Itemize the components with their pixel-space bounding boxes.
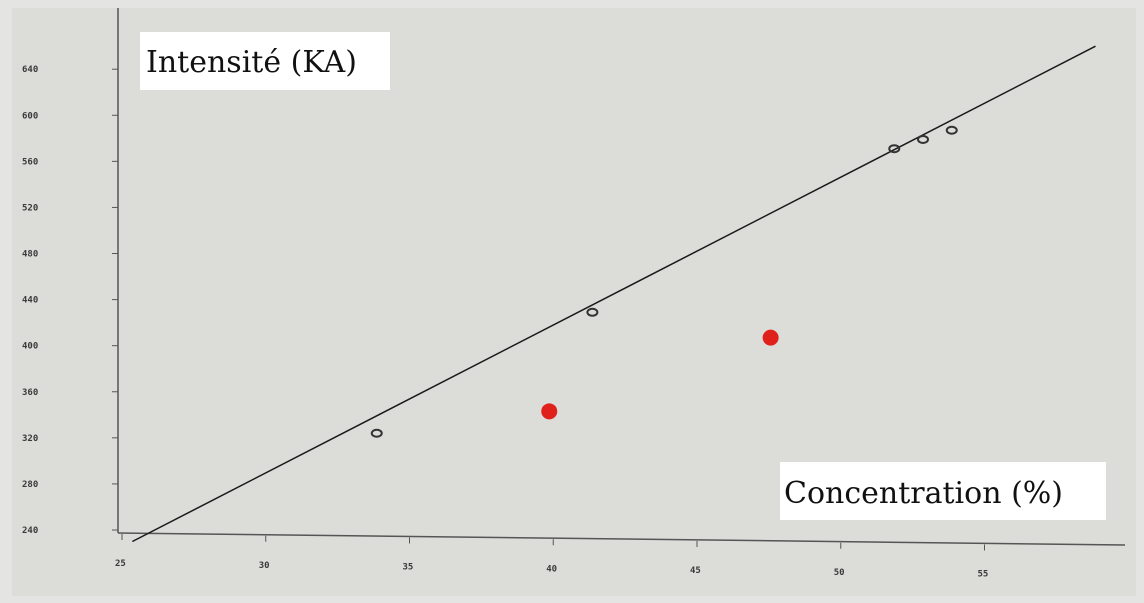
red-data-point — [541, 403, 558, 420]
x-tick-label: 40 — [546, 564, 557, 574]
data-point — [370, 428, 383, 438]
data-points-group — [370, 125, 958, 438]
y-tick-label: 400 — [22, 342, 38, 352]
y-tick-label: 240 — [22, 526, 38, 536]
data-point — [945, 125, 958, 135]
data-point — [917, 134, 929, 144]
red-data-point — [762, 329, 779, 346]
y-tick-label: 320 — [22, 434, 38, 444]
y-tick-label: 560 — [22, 157, 38, 167]
chart-title: Intensité (KA) — [146, 45, 357, 80]
y-axis-ticks: 240 280 320 360 400 440 480 520 560 600 640 — [22, 65, 118, 536]
x-tick-label: 25 — [115, 559, 126, 569]
x-tick-label: 30 — [259, 561, 270, 571]
x-tick-label: 50 — [834, 568, 845, 578]
y-tick-label: 640 — [22, 65, 38, 75]
y-tick-label: 360 — [22, 388, 38, 398]
x-axis-title: Concentration (%) — [784, 476, 1063, 511]
regression-line-group — [132, 45, 1096, 543]
x-axis-ticks: 25 30 35 40 45 50 55 — [115, 534, 988, 580]
x-axis-title-box — [780, 462, 1106, 520]
y-tick-label: 440 — [22, 296, 38, 306]
data-point — [888, 144, 901, 154]
title-box — [140, 32, 390, 90]
data-point — [586, 307, 599, 317]
y-tick-label: 280 — [22, 480, 38, 490]
y-tick-label: 520 — [22, 203, 38, 213]
x-axis-line — [117, 532, 1126, 546]
x-tick-label: 55 — [978, 570, 989, 580]
y-tick-label: 600 — [22, 111, 38, 121]
regression-line — [132, 45, 1096, 543]
x-tick-label: 45 — [690, 566, 701, 576]
y-tick-label: 480 — [22, 250, 38, 260]
x-tick-label: 35 — [403, 563, 414, 573]
